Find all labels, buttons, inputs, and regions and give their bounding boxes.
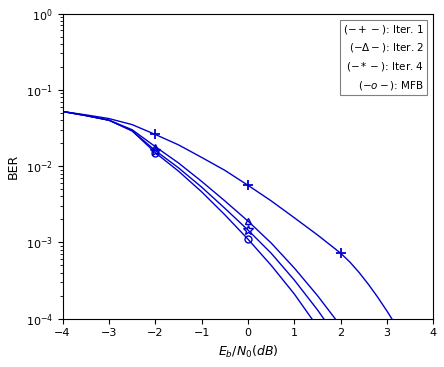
Y-axis label: BER: BER bbox=[7, 153, 20, 179]
X-axis label: $E_b/N_0(dB)$: $E_b/N_0(dB)$ bbox=[218, 344, 278, 360]
Text: $(-+-)$: Iter. 1
$(-\Delta-)$: Iter. 2
$(-*-)$: Iter. 4
$(-o-)$: MFB: $(-+-)$: Iter. 1 $(-\Delta-)$: Iter. 2 $… bbox=[343, 23, 424, 92]
